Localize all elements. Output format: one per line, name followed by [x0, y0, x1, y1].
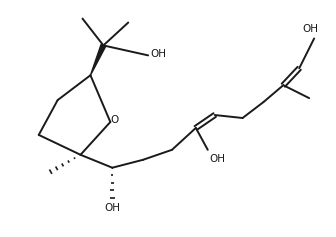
- Text: OH: OH: [104, 204, 120, 214]
- Polygon shape: [90, 45, 106, 75]
- Text: O: O: [110, 115, 119, 125]
- Text: OH: OH: [302, 23, 318, 33]
- Text: OH: OH: [150, 49, 166, 59]
- Text: OH: OH: [210, 154, 226, 164]
